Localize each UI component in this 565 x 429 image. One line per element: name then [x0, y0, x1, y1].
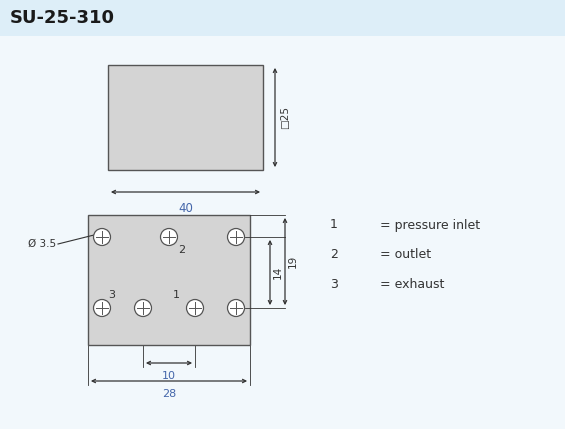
Circle shape — [186, 299, 203, 317]
Text: 40: 40 — [178, 202, 193, 215]
Text: = outlet: = outlet — [380, 248, 431, 262]
Text: 3: 3 — [330, 278, 338, 291]
Text: 19: 19 — [288, 255, 298, 268]
Bar — [0, 0, 565, 36]
Bar — [108, 65, 263, 170]
Text: 2: 2 — [330, 248, 338, 262]
Circle shape — [134, 299, 151, 317]
Circle shape — [228, 299, 245, 317]
Text: = exhaust: = exhaust — [380, 278, 445, 291]
Circle shape — [93, 299, 111, 317]
Text: 14: 14 — [273, 266, 283, 279]
Text: SU-25-310: SU-25-310 — [10, 9, 115, 27]
Text: 10: 10 — [162, 371, 176, 381]
Text: Ø 3.5: Ø 3.5 — [28, 239, 56, 249]
Text: □25: □25 — [280, 106, 290, 129]
Text: 1: 1 — [173, 290, 180, 300]
Circle shape — [228, 229, 245, 245]
Text: 2: 2 — [178, 245, 185, 255]
Circle shape — [93, 229, 111, 245]
Text: 1: 1 — [330, 218, 338, 232]
Bar — [88, 215, 250, 345]
Circle shape — [160, 229, 177, 245]
Text: 3: 3 — [108, 290, 115, 300]
Text: 28: 28 — [162, 389, 176, 399]
Text: = pressure inlet: = pressure inlet — [380, 218, 480, 232]
